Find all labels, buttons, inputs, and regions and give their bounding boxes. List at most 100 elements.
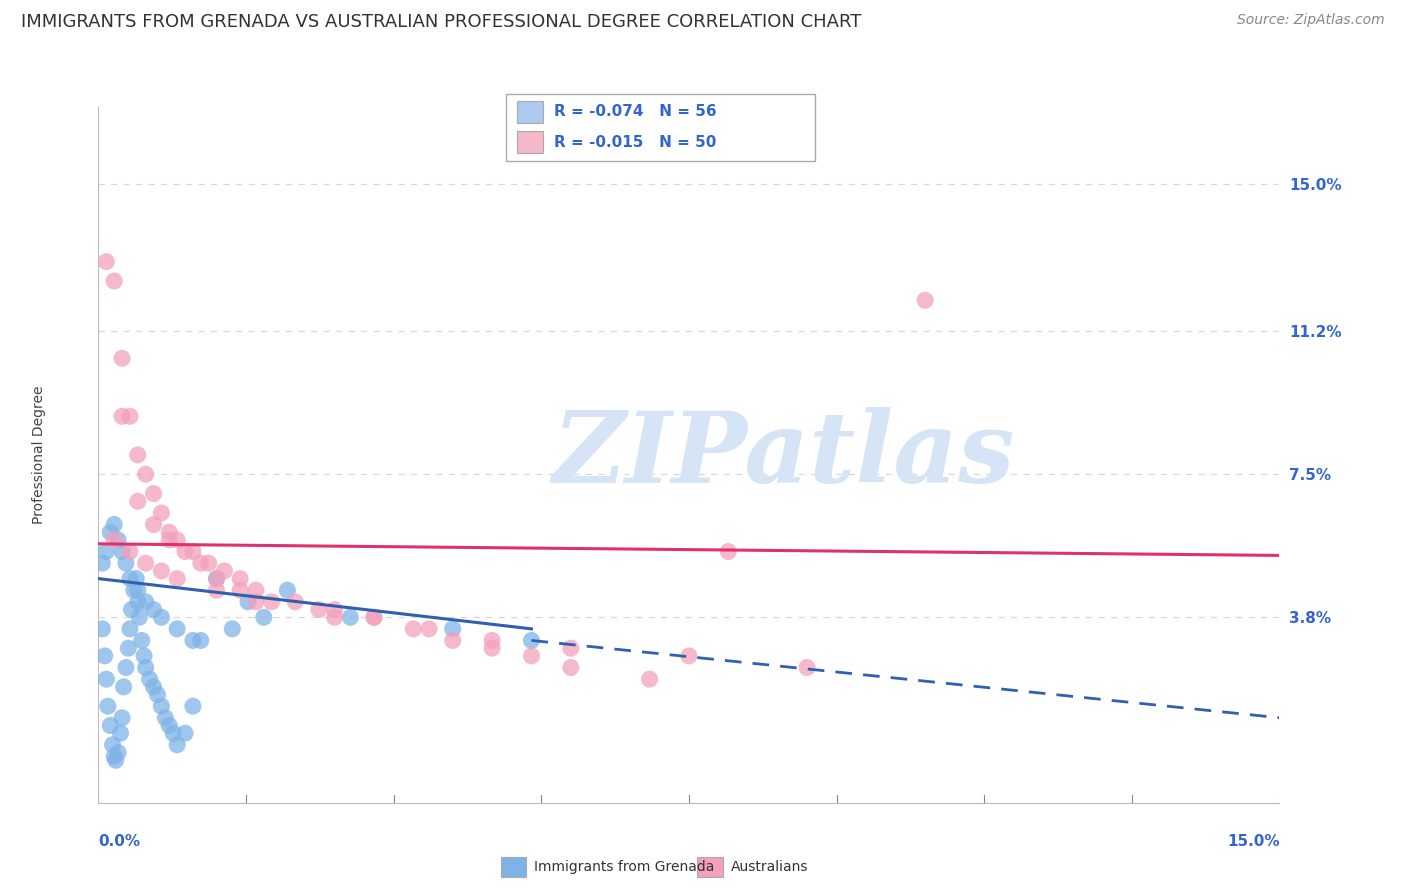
Point [97,699,120,714]
Point [104,753,127,767]
Point [441,633,464,648]
Point [127,595,149,609]
Point [118,572,141,586]
Point [132,648,155,663]
Text: Professional Degree: Professional Degree [32,385,46,524]
Text: IMMIGRANTS FROM GRENADA VS AUSTRALIAN PROFESSIONAL DEGREE CORRELATION CHART: IMMIGRANTS FROM GRENADA VS AUSTRALIAN PR… [21,13,862,31]
Point [96,544,118,558]
Point [115,556,138,570]
Point [162,726,184,740]
Point [150,699,173,714]
Point [150,610,173,624]
Point [717,544,740,558]
Point [157,533,180,547]
Point [157,718,180,732]
Point [214,564,236,578]
Point [560,641,582,656]
Point [205,572,228,586]
Point [111,544,134,558]
Point [323,610,346,624]
Point [678,648,700,663]
Point [166,533,188,547]
Point [323,602,346,616]
Text: R = -0.015   N = 50: R = -0.015 N = 50 [554,135,716,150]
Point [112,680,135,694]
Point [142,517,165,532]
Point [481,633,503,648]
Point [914,293,936,308]
Point [308,602,330,616]
Point [402,622,425,636]
Point [174,726,197,740]
Point [284,595,307,609]
Point [127,583,149,598]
Point [441,622,464,636]
Point [118,409,141,424]
Point [135,467,157,482]
Point [796,660,818,674]
Point [197,556,219,570]
Point [157,525,180,540]
Text: Immigrants from Grenada: Immigrants from Grenada [534,860,714,874]
Point [363,610,385,624]
Point [107,746,129,760]
Point [117,641,139,656]
Point [96,672,118,686]
Point [560,660,582,674]
Point [96,254,118,268]
Text: ZIPatlas: ZIPatlas [553,407,1015,503]
Point [121,602,143,616]
Point [205,572,228,586]
Point [142,602,165,616]
Text: 15.0%: 15.0% [1227,834,1279,849]
Point [122,583,145,598]
Point [245,583,267,598]
Point [118,622,141,636]
Point [520,648,543,663]
Point [245,595,267,609]
Point [520,633,543,648]
Point [229,583,252,598]
Point [103,274,125,288]
Point [110,726,132,740]
Point [142,486,165,500]
Point [253,610,276,624]
Point [128,610,150,624]
Point [138,672,160,686]
Point [111,711,134,725]
Text: Australians: Australians [731,860,808,874]
Point [125,572,148,586]
Point [190,556,212,570]
Text: R = -0.074   N = 56: R = -0.074 N = 56 [554,104,717,120]
Point [91,622,114,636]
Point [101,738,124,752]
Point [150,506,173,520]
Point [131,633,153,648]
Point [236,595,259,609]
Point [166,572,188,586]
Point [135,556,157,570]
Point [111,409,134,424]
Point [190,633,212,648]
Point [363,610,385,624]
Point [91,556,114,570]
Point [103,517,125,532]
Point [181,699,204,714]
Point [118,544,141,558]
Point [142,680,165,694]
Point [135,595,157,609]
Point [107,533,129,547]
Point [93,648,115,663]
Point [127,494,149,508]
Point [166,738,188,752]
Point [181,544,204,558]
Point [339,610,361,624]
Point [481,641,503,656]
Point [127,448,149,462]
Point [221,622,243,636]
Point [115,660,138,674]
Point [146,688,169,702]
Point [111,351,134,366]
Point [260,595,283,609]
Point [103,749,125,764]
